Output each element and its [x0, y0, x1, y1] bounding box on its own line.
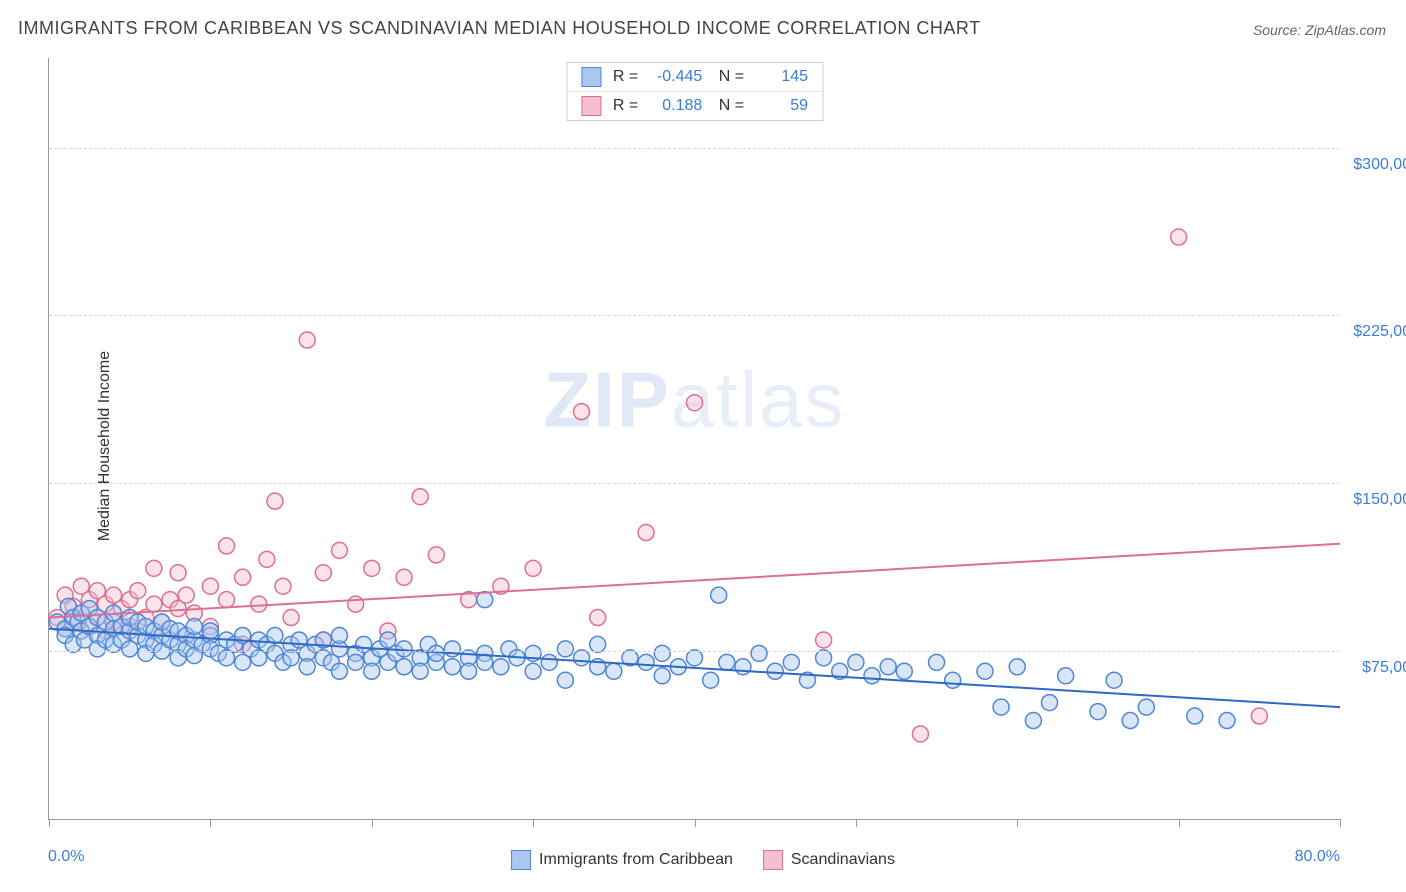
x-axis-min-label: 0.0%	[48, 848, 84, 866]
stats-n-label: N =	[714, 68, 744, 86]
legend-label-caribbean: Immigrants from Caribbean	[539, 851, 733, 869]
x-axis-max-label: 80.0%	[1295, 848, 1340, 866]
stats-row-scandinavian: R = 0.188 N = 59	[567, 91, 822, 120]
y-tick-label: $300,000	[1353, 156, 1406, 174]
stats-row-caribbean: R = -0.445 N = 145	[567, 63, 822, 91]
swatch-scandinavian	[581, 96, 601, 116]
chart-title: IMMIGRANTS FROM CARIBBEAN VS SCANDINAVIA…	[18, 18, 981, 39]
stats-r-label: R =	[613, 97, 638, 115]
stats-r-value-1: 0.188	[650, 97, 702, 115]
plot-area: ZIPatlas R = -0.445 N = 145 R = 0.188 N …	[48, 58, 1340, 820]
y-tick-label: $150,000	[1353, 491, 1406, 509]
legend-label-scandinavian: Scandinavians	[791, 851, 895, 869]
stats-r-label: R =	[613, 68, 638, 86]
stats-n-value-0: 145	[756, 68, 808, 86]
stats-r-value-0: -0.445	[650, 68, 702, 86]
legend-swatch-scandinavian	[763, 850, 783, 870]
swatch-caribbean	[581, 67, 601, 87]
bottom-legend: Immigrants from Caribbean Scandinavians	[511, 850, 895, 870]
legend-item-caribbean: Immigrants from Caribbean	[511, 850, 733, 870]
y-tick-label: $75,000	[1362, 659, 1406, 677]
legend-item-scandinavian: Scandinavians	[763, 850, 895, 870]
stats-n-label: N =	[714, 97, 744, 115]
stats-n-value-1: 59	[756, 97, 808, 115]
y-tick-label: $225,000	[1353, 323, 1406, 341]
legend-swatch-caribbean	[511, 850, 531, 870]
stats-legend: R = -0.445 N = 145 R = 0.188 N = 59	[566, 62, 823, 121]
source-attribution: Source: ZipAtlas.com	[1253, 22, 1386, 38]
chart-svg	[49, 58, 1340, 819]
